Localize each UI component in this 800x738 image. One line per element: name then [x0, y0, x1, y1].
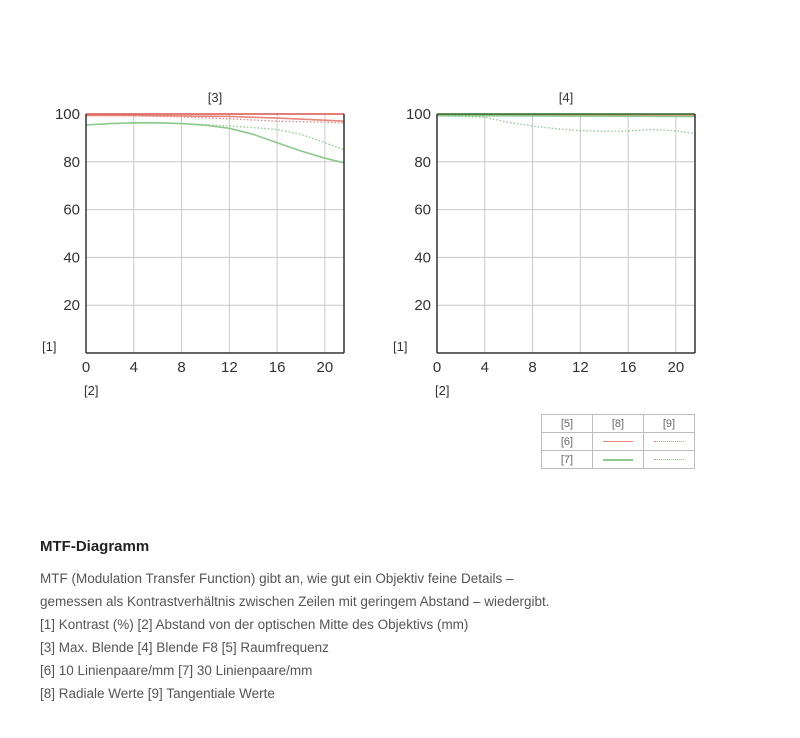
green-dotted-line-icon: [654, 459, 684, 461]
legend-swatch-red-solid: [592, 432, 644, 451]
legend-swatch-green-dotted: [643, 450, 695, 469]
legend-swatch-green-solid: [592, 450, 644, 469]
series-line: [436, 114, 696, 118]
y-tick-label: 40: [63, 249, 80, 266]
description-heading: MTF-Diagramm: [40, 538, 150, 555]
series-line: [436, 115, 696, 135]
description-line: [1] Kontrast (%) [2] Abstand von der opt…: [40, 617, 469, 632]
legend-label-30lp: [7]: [541, 450, 593, 469]
description-line: MTF (Modulation Transfer Function) gibt …: [40, 571, 514, 586]
legend-label-10lp: [6]: [541, 432, 593, 451]
mtf-chart-2: 20 40 60 80 100 0 4 8 12 16 20 [4] [1] [2]: [393, 90, 696, 398]
x-tick-label: 4: [481, 359, 489, 376]
series-line: [85, 122, 345, 164]
description-line: gemessen als Kontrastverhältnis zwischen…: [40, 594, 550, 609]
chart-title: [3]: [208, 90, 222, 105]
x-tick-label: 8: [528, 359, 536, 376]
mtf-chart-1: 20 40 60 80 100 0 4 8 12 16 20 [3] [1] [2]: [42, 90, 345, 398]
x-tick-label: 20: [668, 359, 685, 376]
y-tick-label: 100: [406, 106, 431, 123]
red-dotted-line-icon: [654, 441, 684, 443]
legend-header-radial: [8]: [592, 414, 644, 433]
x-tick-label: 20: [317, 359, 334, 376]
y-tick-label: 60: [414, 202, 431, 219]
description-line: [8] Radiale Werte [9] Tangentiale Werte: [40, 686, 275, 701]
description-block: MTF-Diagramm MTF (Modulation Transfer Fu…: [40, 538, 760, 705]
y-tick-label: 80: [414, 154, 431, 171]
red-solid-line-icon: [603, 441, 633, 443]
x-tick-label: 0: [433, 359, 441, 376]
green-solid-line-icon: [603, 458, 633, 461]
description-line: [3] Max. Blende [4] Blende F8 [5] Raumfr…: [40, 640, 329, 655]
y-axis-label: [1]: [393, 339, 407, 354]
y-tick-label: 60: [63, 202, 80, 219]
x-axis-label: [2]: [84, 383, 98, 398]
description-line: [6] 10 Linienpaare/mm [7] 30 Linienpaare…: [40, 663, 313, 678]
legend-row-10lp: [6]: [541, 432, 695, 451]
y-tick-label: 20: [414, 297, 431, 314]
x-tick-label: 0: [82, 359, 90, 376]
x-tick-label: 12: [572, 359, 589, 376]
legend-header-frequency: [5]: [541, 414, 593, 433]
x-tick-label: 8: [177, 359, 185, 376]
y-tick-label: 20: [63, 297, 80, 314]
chart-title: [4]: [559, 90, 573, 105]
x-tick-label: 4: [130, 359, 138, 376]
y-axis-label: [1]: [42, 339, 56, 354]
x-tick-label: 12: [221, 359, 238, 376]
y-tick-label: 80: [63, 154, 80, 171]
x-axis-label: [2]: [435, 383, 449, 398]
y-tick-label: 40: [414, 249, 431, 266]
legend-swatch-red-dotted: [643, 432, 695, 451]
legend-header-tangential: [9]: [643, 414, 695, 433]
x-tick-label: 16: [620, 359, 637, 376]
x-tick-label: 16: [269, 359, 286, 376]
y-tick-label: 100: [55, 106, 80, 123]
legend-row-30lp: [7]: [541, 450, 695, 469]
legend-header-row: [5] [8] [9]: [541, 414, 695, 433]
legend-table: [5] [8] [9] [6] [7]: [541, 414, 695, 469]
series-line: [85, 114, 345, 124]
series-line: [86, 114, 345, 122]
